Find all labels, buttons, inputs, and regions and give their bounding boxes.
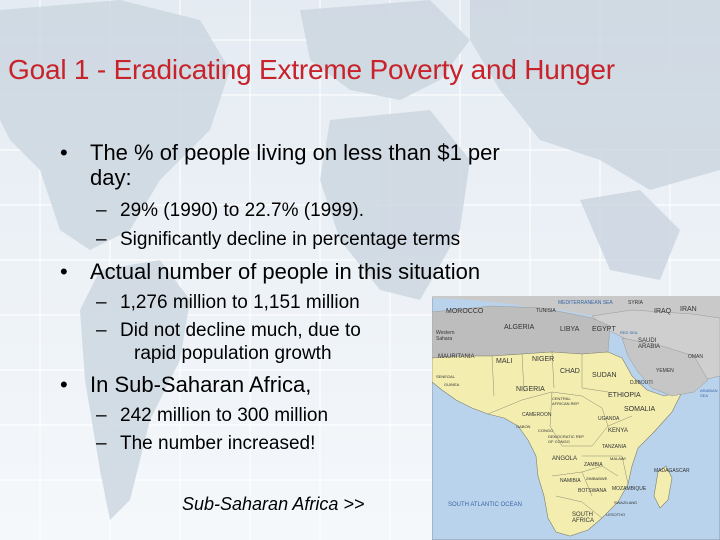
bullet-dot-icon: • (60, 259, 68, 284)
sub-bullet-text: rapid population growth (134, 343, 332, 364)
sub-bullet: – 29% (1990) to 22.7% (1999). (96, 200, 364, 222)
bullet-1-text-line1: The % of people living on less than $1 p… (90, 140, 500, 165)
bullet-1: • The % of people living on less than $1… (60, 140, 500, 165)
dash-icon: – (96, 405, 107, 426)
bullet-2-text: Actual number of people in this situatio… (90, 259, 481, 284)
dash-icon: – (96, 433, 107, 454)
slide-title: Goal 1 - Eradicating Extreme Poverty and… (8, 54, 615, 85)
africa-map (432, 296, 720, 540)
dash-icon: – (96, 292, 107, 313)
bullet-dot-icon: • (60, 372, 68, 397)
sub-saharan-africa-link[interactable]: Sub-Saharan Africa >> (182, 494, 365, 514)
sub-bullet-text: Significantly decline in percentage term… (120, 229, 461, 250)
bullet-1-text-line2: day: (90, 165, 132, 190)
sub-bullet-text: 242 million to 300 million (120, 405, 329, 426)
bullet-3-text: In Sub-Saharan Africa, (90, 372, 312, 397)
sub-bullet-continued: rapid population growth (134, 343, 332, 365)
sub-bullet: – 242 million to 300 million (96, 405, 329, 427)
sub-bullet-text: Did not decline much, due to (120, 320, 361, 341)
sub-bullet-text: 29% (1990) to 22.7% (1999). (120, 200, 364, 221)
sub-bullet: – 1,276 million to 1,151 million (96, 292, 360, 314)
bullet-1-continued: day: (90, 165, 132, 190)
sub-bullet: – Significantly decline in percentage te… (96, 229, 461, 251)
sub-bullet: – The number increased! (96, 433, 316, 455)
dash-icon: – (96, 200, 107, 221)
bullet-dot-icon: • (60, 140, 68, 165)
bullet-3: • In Sub-Saharan Africa, (60, 372, 312, 397)
sub-bullet-text: 1,276 million to 1,151 million (120, 292, 360, 313)
dash-icon: – (96, 229, 107, 250)
sub-bullet: – Did not decline much, due to (96, 320, 361, 342)
bullet-2: • Actual number of people in this situat… (60, 259, 481, 284)
dash-icon: – (96, 320, 107, 341)
sub-bullet-text: The number increased! (120, 433, 316, 454)
